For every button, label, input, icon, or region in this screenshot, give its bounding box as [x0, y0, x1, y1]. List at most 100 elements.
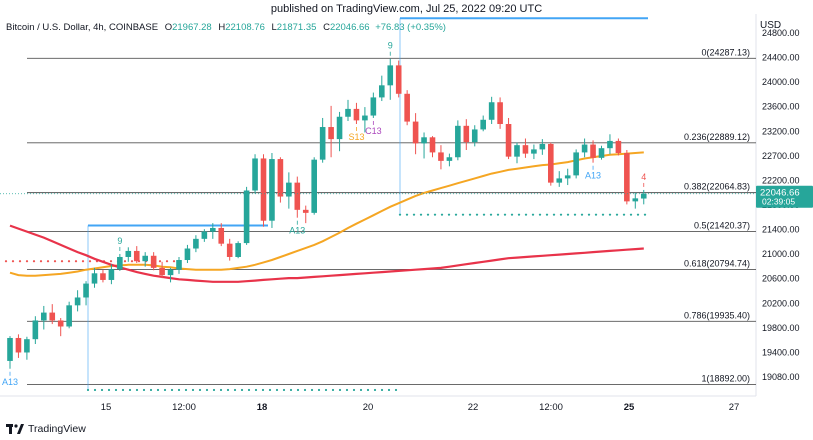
candle-up [117, 256, 123, 270]
y-tick-label: 24800.00 [762, 28, 800, 38]
candle-down [328, 127, 334, 140]
brand-name: TradingView [28, 423, 86, 435]
dotted-level-green [419, 213, 423, 216]
dotted-level-green [170, 388, 174, 392]
candle-up [531, 149, 537, 154]
dotted-level-green [282, 388, 286, 392]
dotted-level-green [524, 213, 528, 216]
dotted-level-green [387, 388, 391, 392]
candle-down [353, 108, 360, 121]
candle-down [497, 102, 503, 125]
candle-down [412, 121, 419, 144]
dotted-level-green [205, 388, 209, 392]
dotted-level-green [121, 388, 125, 392]
dotted-level-green [86, 388, 90, 392]
tradingview-logo-icon [6, 424, 24, 434]
low-label: L [271, 22, 277, 33]
dotted-level-green [331, 388, 335, 392]
dotted-level-green [447, 213, 451, 216]
candle-up [632, 198, 639, 202]
dotted-level-red [39, 260, 43, 263]
candle-up [142, 255, 148, 262]
low-value: 21871.35 [276, 22, 317, 33]
change-value: +76.83 (+0.35%) [375, 22, 446, 33]
dotted-level-green [373, 388, 377, 392]
dotted-level-green [517, 213, 521, 216]
candle-up [455, 125, 461, 158]
y-tick-label: 20200.00 [762, 298, 800, 308]
candle-up [7, 337, 13, 361]
dotted-level-green [149, 388, 153, 392]
candle-up [598, 148, 605, 158]
indicator-marker: A13 [585, 171, 601, 181]
candle-up [362, 115, 368, 121]
dotted-level-green [366, 388, 370, 392]
dotted-level-green [289, 388, 293, 392]
dotted-level-red [165, 260, 169, 263]
candle-up [210, 227, 216, 232]
candle-down [624, 153, 630, 202]
candle-down [438, 152, 444, 161]
candle-down [463, 125, 470, 143]
dotted-level-red [74, 260, 78, 263]
dotted-level-green [135, 388, 139, 392]
dotted-level-red [88, 260, 92, 263]
indicator-marker: 9 [388, 41, 393, 51]
dotted-level-green [643, 213, 647, 216]
dotted-level-green [107, 388, 111, 392]
dotted-level-green [433, 213, 437, 216]
candle-down [260, 158, 267, 221]
moving-average-red [9, 224, 644, 283]
candle-down [505, 124, 512, 157]
high-value: 22108.76 [225, 22, 265, 33]
symbol-info-bar: Bitcoin / U.S. Dollar, 4h, COINBASE O219… [6, 22, 446, 33]
dotted-level-green [380, 388, 384, 392]
last-price-badge [756, 185, 813, 208]
dotted-level-green [475, 213, 479, 216]
candle-up [640, 193, 647, 199]
candle-up [370, 97, 377, 116]
candle-up [201, 231, 208, 239]
dotted-level-green [219, 388, 223, 392]
fib-level-label: 0.618(20794.74) [684, 258, 750, 268]
candle-up [32, 320, 39, 340]
dotted-level-green [482, 213, 486, 216]
candle-up [319, 127, 326, 160]
symbol-name[interactable]: Bitcoin / U.S. Dollar, 4h, COINBASE [6, 22, 159, 33]
x-tick-label: 22 [468, 402, 479, 413]
fib-level-label: 0(24287.13) [701, 47, 750, 57]
dotted-level-green [254, 388, 258, 392]
candle-up [125, 250, 132, 257]
x-tick-label: 18 [257, 402, 268, 413]
dotted-level-green [559, 213, 563, 216]
dotted-level-green [163, 388, 167, 392]
candle-up [108, 269, 115, 280]
dotted-level-green [212, 388, 216, 392]
dotted-level-green [114, 388, 118, 392]
dotted-level-green [601, 213, 605, 216]
dotted-level-red [158, 260, 162, 263]
candle-up [421, 137, 427, 144]
dotted-level-green [426, 213, 430, 216]
dotted-level-green [296, 388, 300, 392]
candle-down [159, 267, 165, 276]
dotted-level-green [268, 388, 272, 392]
dotted-level-green [352, 388, 356, 392]
currency-label[interactable]: USD [760, 20, 782, 31]
candle-down [590, 144, 596, 158]
candle-up [184, 248, 191, 261]
dotted-level-red [25, 260, 29, 263]
x-tick-label: 25 [624, 402, 635, 413]
dotted-level-red [172, 260, 176, 263]
candle-down [49, 312, 56, 321]
dotted-level-green [412, 213, 416, 216]
candle-down [548, 143, 554, 183]
candle-down [57, 320, 64, 327]
candle-up [539, 143, 546, 150]
candle-up [336, 116, 343, 140]
tradingview-footer[interactable]: TradingView [6, 423, 86, 435]
candle-up [471, 129, 478, 143]
dotted-level-green [324, 388, 328, 392]
